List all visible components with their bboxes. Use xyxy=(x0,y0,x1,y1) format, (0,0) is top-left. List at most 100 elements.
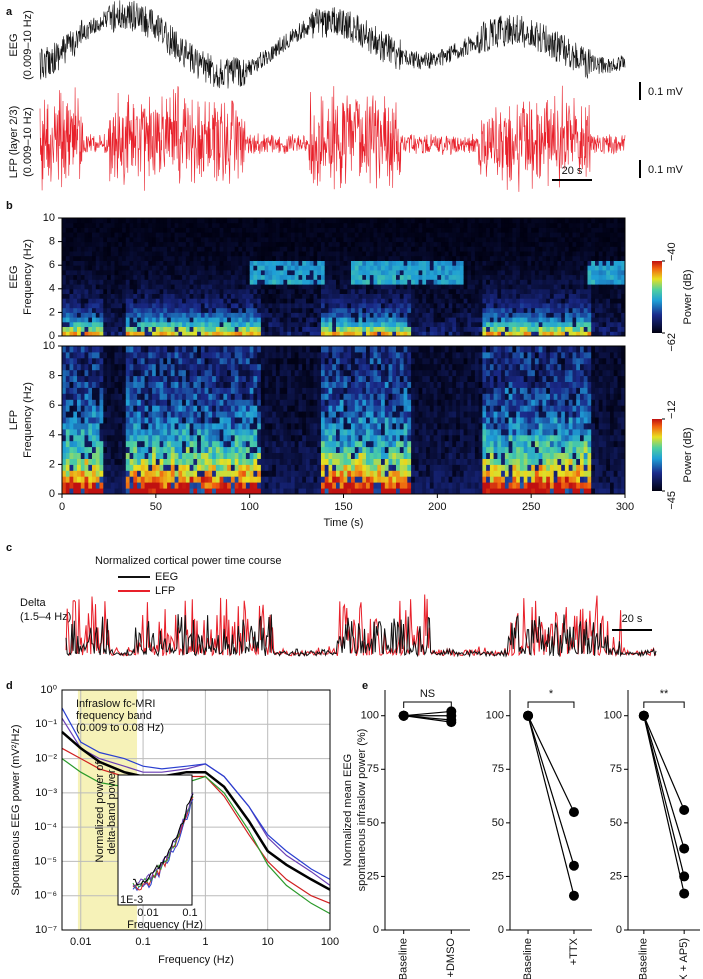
spectrogram-cell xyxy=(354,265,360,271)
spectrogram-cell xyxy=(133,369,138,377)
spectrogram-cell xyxy=(99,482,104,489)
spectrogram-cell xyxy=(227,307,232,313)
spectrogram-cell xyxy=(373,218,378,224)
spectrogram-cell xyxy=(197,423,202,430)
spectrogram-cell xyxy=(110,488,116,495)
spectrogram-cell xyxy=(336,260,341,266)
spectrogram-cell xyxy=(234,321,239,327)
spectrogram-cell xyxy=(403,255,408,261)
spectrogram-cell xyxy=(118,331,123,337)
spectrogram-cell xyxy=(339,246,344,252)
spectrogram-cell xyxy=(122,307,127,313)
spectrogram-cell xyxy=(407,269,412,276)
spectrogram-cell xyxy=(234,274,239,280)
spectrogram-cell xyxy=(418,246,423,252)
spectrogram-cell xyxy=(610,246,615,252)
spectrogram-cell xyxy=(144,363,149,371)
spectrogram-cell xyxy=(178,251,183,257)
spectrogram-cell xyxy=(204,260,209,266)
spectrogram-cell xyxy=(212,279,217,285)
spectrogram-cell xyxy=(617,284,622,290)
spectrogram-cell xyxy=(448,260,453,266)
spectrogram-cell xyxy=(129,470,134,477)
spectrogram-cell xyxy=(564,274,570,280)
spectrogram-cell xyxy=(227,428,232,436)
spectrogram-cell xyxy=(223,476,228,483)
spectrogram-cell xyxy=(583,274,588,280)
spectrogram-cell xyxy=(478,288,483,294)
spectrogram-cell xyxy=(512,260,517,266)
spectrogram-cell xyxy=(77,476,82,483)
spectrogram-cell xyxy=(133,298,138,304)
spectrogram-cell xyxy=(527,321,532,327)
spectrogram-cell xyxy=(595,312,600,318)
spectrogram-cell xyxy=(163,423,168,430)
spectrogram-cell xyxy=(377,232,382,238)
spectrogram-cell xyxy=(137,307,142,313)
spectrogram-cell xyxy=(242,255,247,261)
spectrogram-cell xyxy=(62,274,67,280)
spectrogram-cell xyxy=(519,317,525,323)
spectrogram-cell xyxy=(617,279,622,285)
spectrogram-cell xyxy=(422,293,427,299)
spectrogram-cell xyxy=(219,446,224,453)
spectrogram-cell xyxy=(144,317,149,323)
spectrogram-cell xyxy=(459,232,465,238)
spectrogram-cell xyxy=(534,307,540,313)
spectrogram-cell xyxy=(482,218,487,224)
spectrogram-cell xyxy=(234,488,239,495)
spectrogram-cell xyxy=(242,458,247,465)
spectrogram-cell xyxy=(444,241,450,247)
spectrogram-cell xyxy=(234,357,239,365)
spectrogram-cell xyxy=(418,288,423,294)
spectrogram-cell xyxy=(99,488,104,495)
spectrogram-cell xyxy=(170,428,176,436)
spectrogram-cell xyxy=(170,326,176,332)
spectrogram-cell xyxy=(441,255,446,261)
spectrogram-cell xyxy=(260,293,266,299)
spectrogram-cell xyxy=(215,346,221,353)
spectrogram-cell xyxy=(613,246,618,252)
spectrogram-cell xyxy=(238,265,243,271)
spectrogram-cell xyxy=(272,251,277,257)
spectrogram-cell xyxy=(189,482,194,489)
spectrogram-cell xyxy=(354,218,360,224)
spectrogram-cell xyxy=(88,440,93,448)
spectrogram-cell xyxy=(471,303,476,309)
spectrogram-cell xyxy=(381,331,386,337)
spectrogram-cell xyxy=(238,464,243,471)
spectrogram-cell xyxy=(336,227,341,233)
spectrogram-cell xyxy=(580,326,585,332)
spectrogram-cell xyxy=(407,279,412,285)
spectrogram-cell xyxy=(238,255,243,261)
spectrogram-cell xyxy=(583,246,588,252)
spectrogram-cell xyxy=(343,255,348,261)
spectrogram-cell xyxy=(260,227,266,233)
spectrogram-cell xyxy=(163,312,168,318)
spectrogram-cell xyxy=(441,218,446,224)
spectrogram-cell xyxy=(504,260,510,266)
spectrogram-cell xyxy=(497,274,502,280)
spectrogram-cell xyxy=(429,274,435,280)
spectrogram-cell xyxy=(80,405,86,412)
spectrogram-cell xyxy=(197,434,202,442)
spectrogram-cell xyxy=(407,293,412,299)
spectrogram-cell xyxy=(242,265,247,271)
spectrogram-cell xyxy=(204,399,209,406)
spectrogram-cell xyxy=(88,458,93,465)
spectrogram-cell xyxy=(534,284,540,290)
spectrogram-cell xyxy=(557,331,562,337)
spectrogram-cell xyxy=(291,317,296,323)
spectrogram-cell xyxy=(546,284,551,290)
spectrogram-cell xyxy=(155,288,161,294)
spectrogram-cell xyxy=(602,255,607,261)
spectrogram-cell xyxy=(137,387,142,394)
spectrogram-cell xyxy=(486,331,491,337)
spectrogram-cell xyxy=(463,232,468,238)
spectrogram-cell xyxy=(118,476,123,483)
spectrogram-cell xyxy=(155,307,161,313)
spectrogram-cell xyxy=(448,269,453,276)
spectrogram-cell xyxy=(534,265,540,271)
spectrogram-cell xyxy=(283,218,288,224)
spectrogram-cell xyxy=(185,326,191,332)
